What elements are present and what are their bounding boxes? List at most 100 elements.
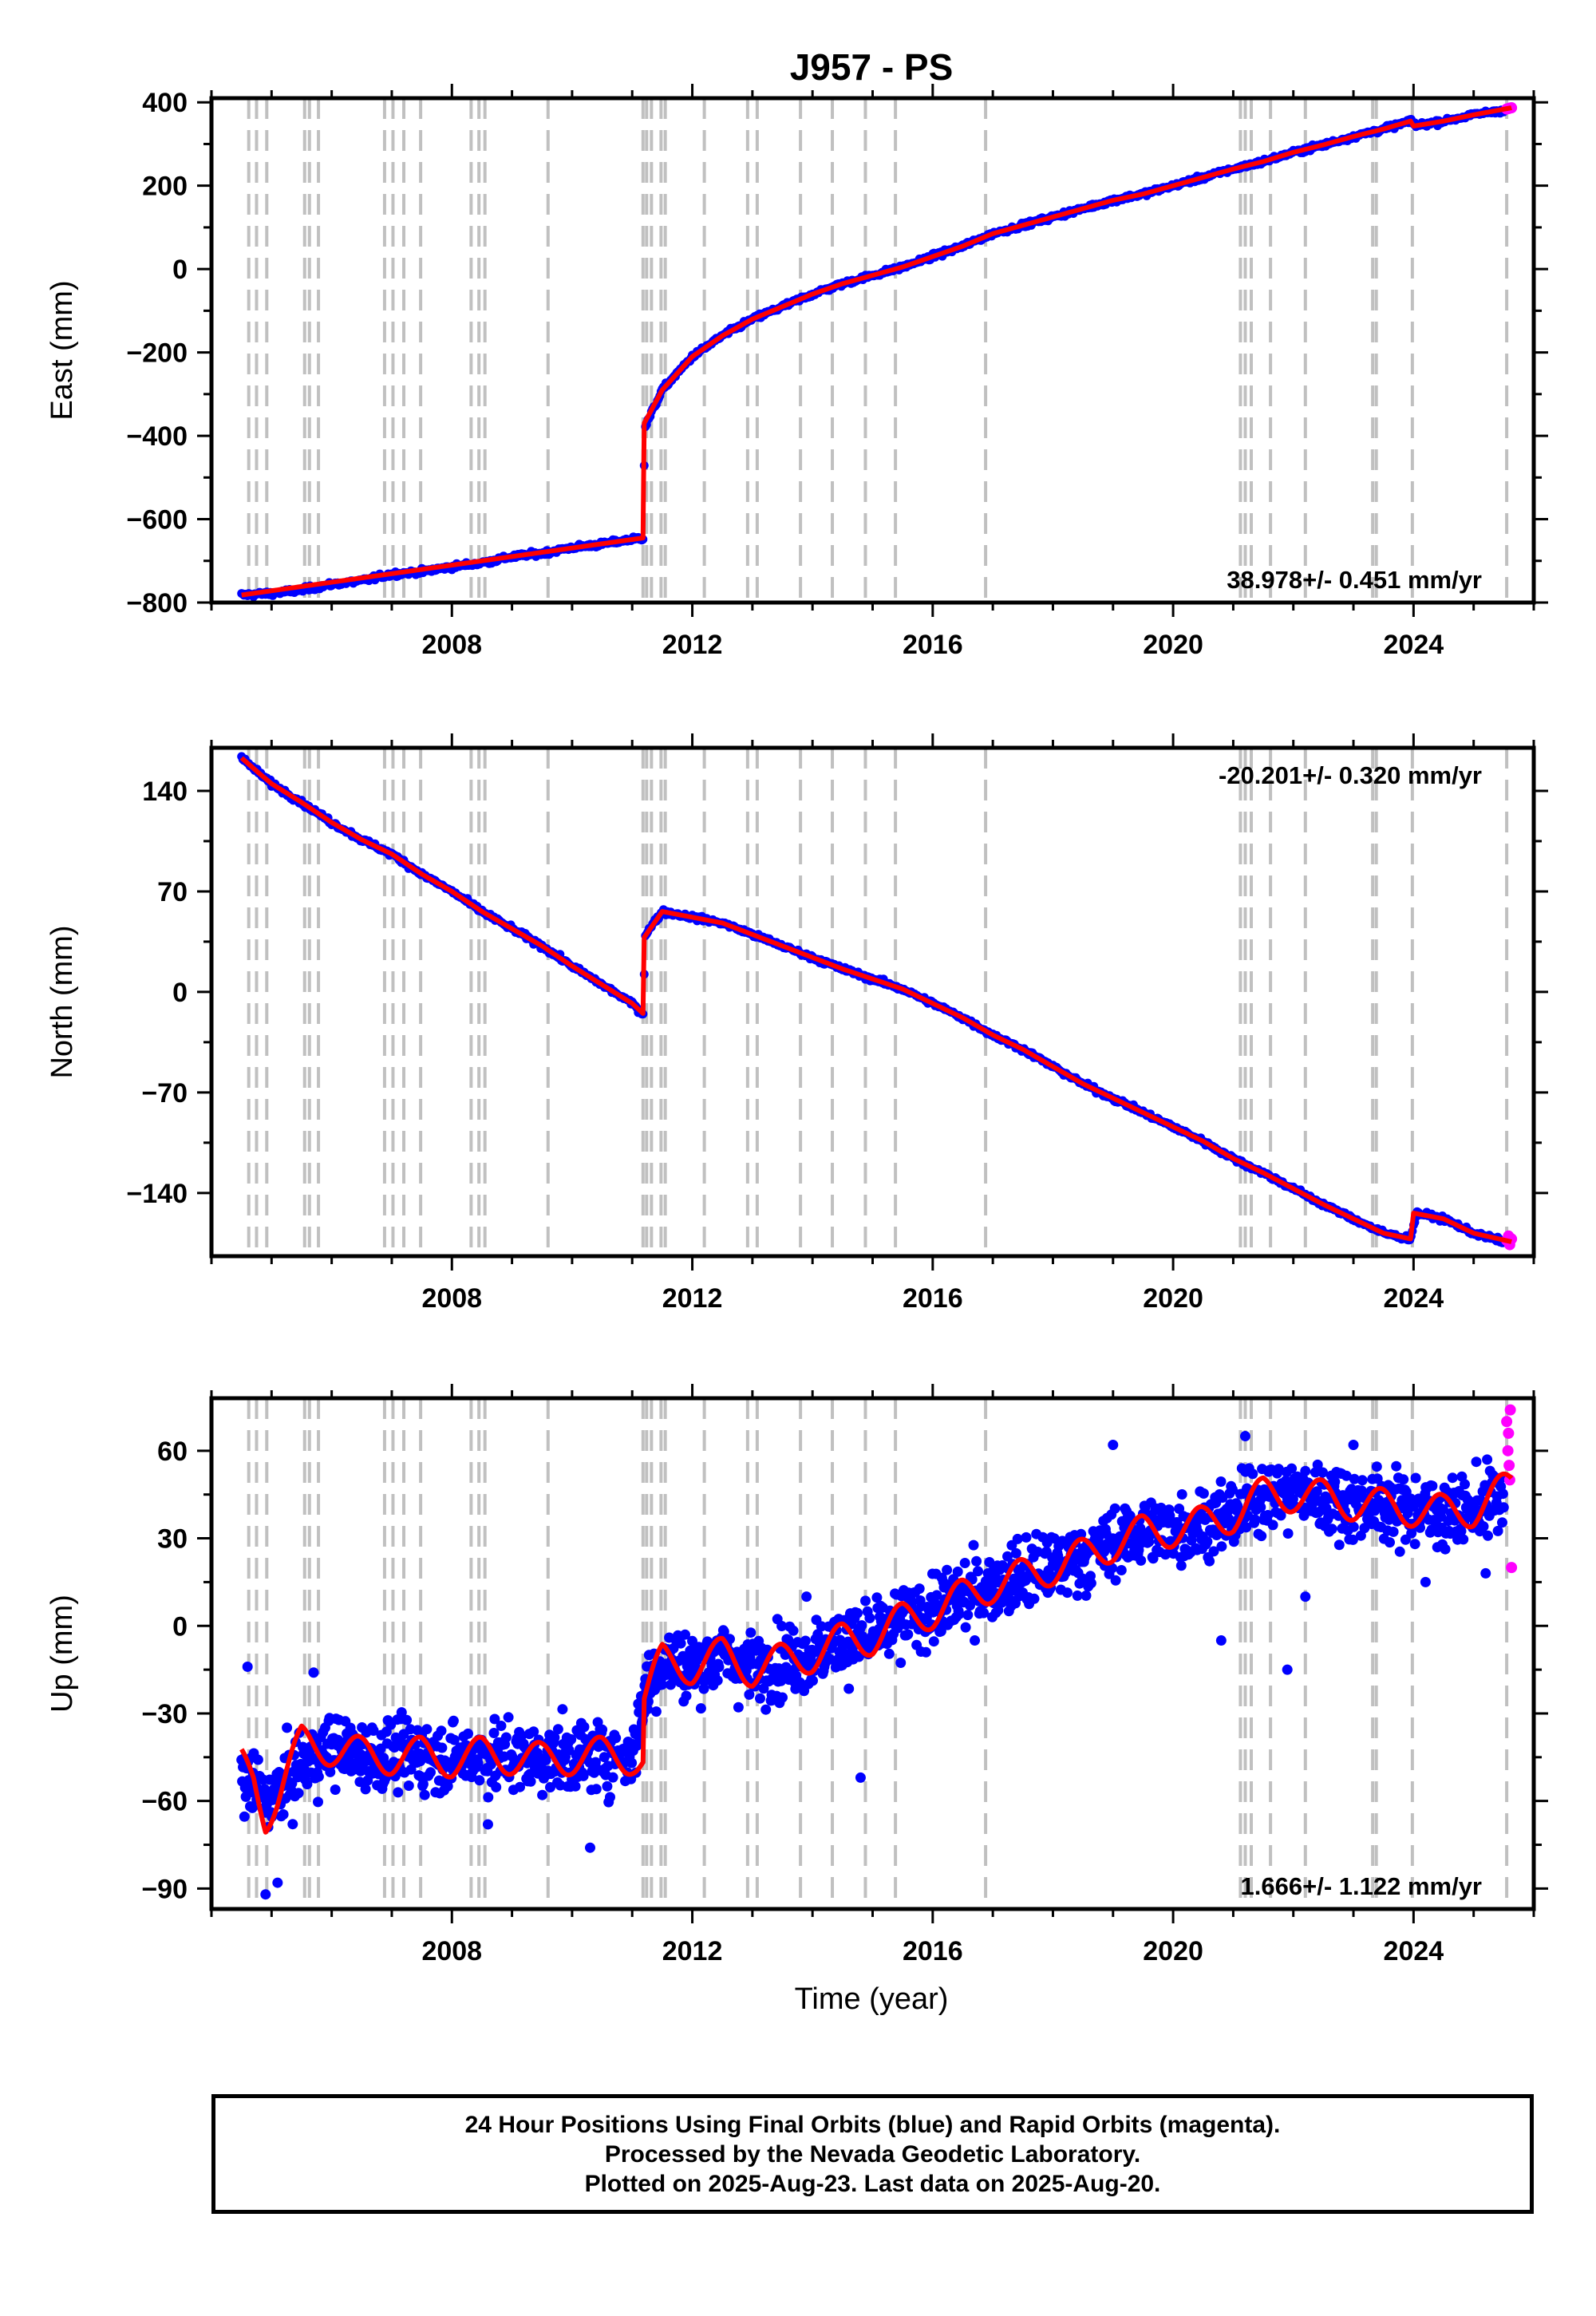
data-point	[695, 1703, 706, 1714]
data-point	[1498, 1502, 1509, 1513]
data-point	[1215, 1476, 1227, 1487]
model-fit-line	[239, 756, 1514, 1244]
footer-info-box: 24 Hour Positions Using Final Orbits (bl…	[211, 2094, 1534, 2214]
data-point	[903, 1629, 914, 1640]
y-tick-label: 60	[157, 1437, 188, 1467]
panel-up: 2008 2012 2016 2020 2024 −90 −60 −30 0 30 60 Up (mm…	[45, 1384, 1548, 1966]
data-point	[675, 1638, 686, 1649]
data-point	[1388, 1526, 1399, 1537]
data-point	[914, 1583, 925, 1595]
y-axis-label: North (mm)	[45, 925, 79, 1078]
y-tick-label: 400	[142, 88, 188, 118]
data-point	[557, 1704, 568, 1715]
y-tick-label: 30	[157, 1524, 188, 1555]
data-point	[483, 1792, 494, 1803]
y-tick-label: 0	[172, 1611, 188, 1642]
data-point	[425, 1767, 436, 1778]
data-point	[1198, 1488, 1209, 1499]
data-point	[745, 1627, 757, 1638]
data-point	[626, 1757, 638, 1769]
data-point	[403, 1780, 414, 1791]
data-point	[313, 1771, 324, 1782]
data-point	[1267, 1520, 1278, 1531]
data-point	[1326, 1524, 1337, 1535]
data-point	[579, 1721, 590, 1733]
data-point	[1012, 1533, 1023, 1544]
plot-frame	[209, 745, 1536, 1259]
data-point	[1483, 1530, 1493, 1541]
x-tick-label: 2024	[1384, 1936, 1444, 1966]
data-point	[1409, 1539, 1420, 1550]
x-axis: 2008 2012 2016 2020 2024	[210, 733, 1535, 1314]
data-point	[448, 1715, 459, 1726]
x-tick-label: 2020	[1143, 1936, 1203, 1966]
data-point	[1282, 1528, 1294, 1539]
outlier-point	[970, 1635, 981, 1646]
data-point	[895, 1658, 907, 1668]
data-point	[330, 1784, 341, 1795]
rapid-point	[1504, 1404, 1516, 1416]
outlier-point	[308, 1667, 319, 1678]
data-point	[1371, 1461, 1382, 1472]
data-point	[1256, 1531, 1267, 1542]
data-point	[239, 1811, 250, 1822]
x-tick-label: 2024	[1384, 1283, 1444, 1314]
x-tick-label: 2012	[662, 1283, 723, 1314]
figure-title: J957 - PS	[790, 46, 954, 88]
data-point	[597, 1724, 608, 1735]
data-point	[436, 1725, 447, 1737]
x-tick-label: 2016	[903, 1283, 963, 1314]
rapid-point	[1503, 1427, 1515, 1439]
data-point	[1029, 1593, 1040, 1604]
data-point	[713, 1662, 725, 1673]
data-point	[537, 1789, 548, 1800]
data-point	[733, 1701, 744, 1713]
data-point	[602, 1780, 613, 1792]
data-point	[496, 1721, 507, 1731]
y-tick-label: −140	[126, 1179, 188, 1209]
data-point	[1109, 1503, 1120, 1514]
data-point	[1300, 1465, 1311, 1476]
data-point	[942, 1564, 953, 1575]
outlier-point	[1282, 1664, 1293, 1675]
y-axis-label: East (mm)	[45, 280, 79, 420]
data-point	[1110, 1575, 1121, 1586]
y-axis: −140 −70 0 70 140	[126, 777, 1548, 1209]
y-tick-label: −400	[126, 421, 188, 452]
data-point	[1116, 1565, 1127, 1575]
outlier-point	[1239, 1431, 1250, 1442]
data-point	[293, 1788, 304, 1799]
y-tick-label: 70	[157, 877, 188, 907]
plot-frame	[209, 96, 1536, 605]
data-point	[1333, 1539, 1345, 1551]
footer-line-processing: Processed by the Nevada Geodetic Laborat…	[604, 2140, 1141, 2168]
outlier-point	[1480, 1567, 1491, 1579]
outlier-point	[1300, 1591, 1311, 1603]
data-point	[712, 1675, 723, 1686]
y-tick-label: 140	[142, 777, 188, 807]
data-point	[393, 1787, 404, 1798]
data-point	[800, 1635, 811, 1646]
y-tick-label: −200	[126, 338, 188, 369]
data-point	[755, 1693, 765, 1704]
x-tick-label: 2016	[903, 1936, 963, 1966]
equipment-change-lines	[247, 748, 1509, 1256]
outlier-point	[681, 1690, 692, 1701]
data-point	[968, 1539, 979, 1551]
data-point	[1385, 1537, 1395, 1548]
data-point	[1085, 1578, 1096, 1589]
data-point	[843, 1683, 855, 1694]
data-point	[463, 1728, 473, 1739]
data-point	[282, 1722, 293, 1733]
y-tick-label: 200	[142, 172, 188, 202]
outlier-point	[1420, 1576, 1431, 1587]
y-tick-label: −600	[126, 505, 188, 536]
data-point	[1062, 1587, 1073, 1599]
panels: 2008 2012 2016 2020 2024−800−600−400−2000200…	[45, 84, 1548, 1966]
data-point	[1478, 1521, 1489, 1532]
data-point	[952, 1566, 963, 1577]
rate-label: 1.666+/- 1.122 mm/yr	[1241, 1872, 1482, 1900]
final-orbits-series	[237, 752, 1508, 1247]
data-point	[852, 1607, 863, 1618]
outlier-point	[482, 1819, 493, 1830]
